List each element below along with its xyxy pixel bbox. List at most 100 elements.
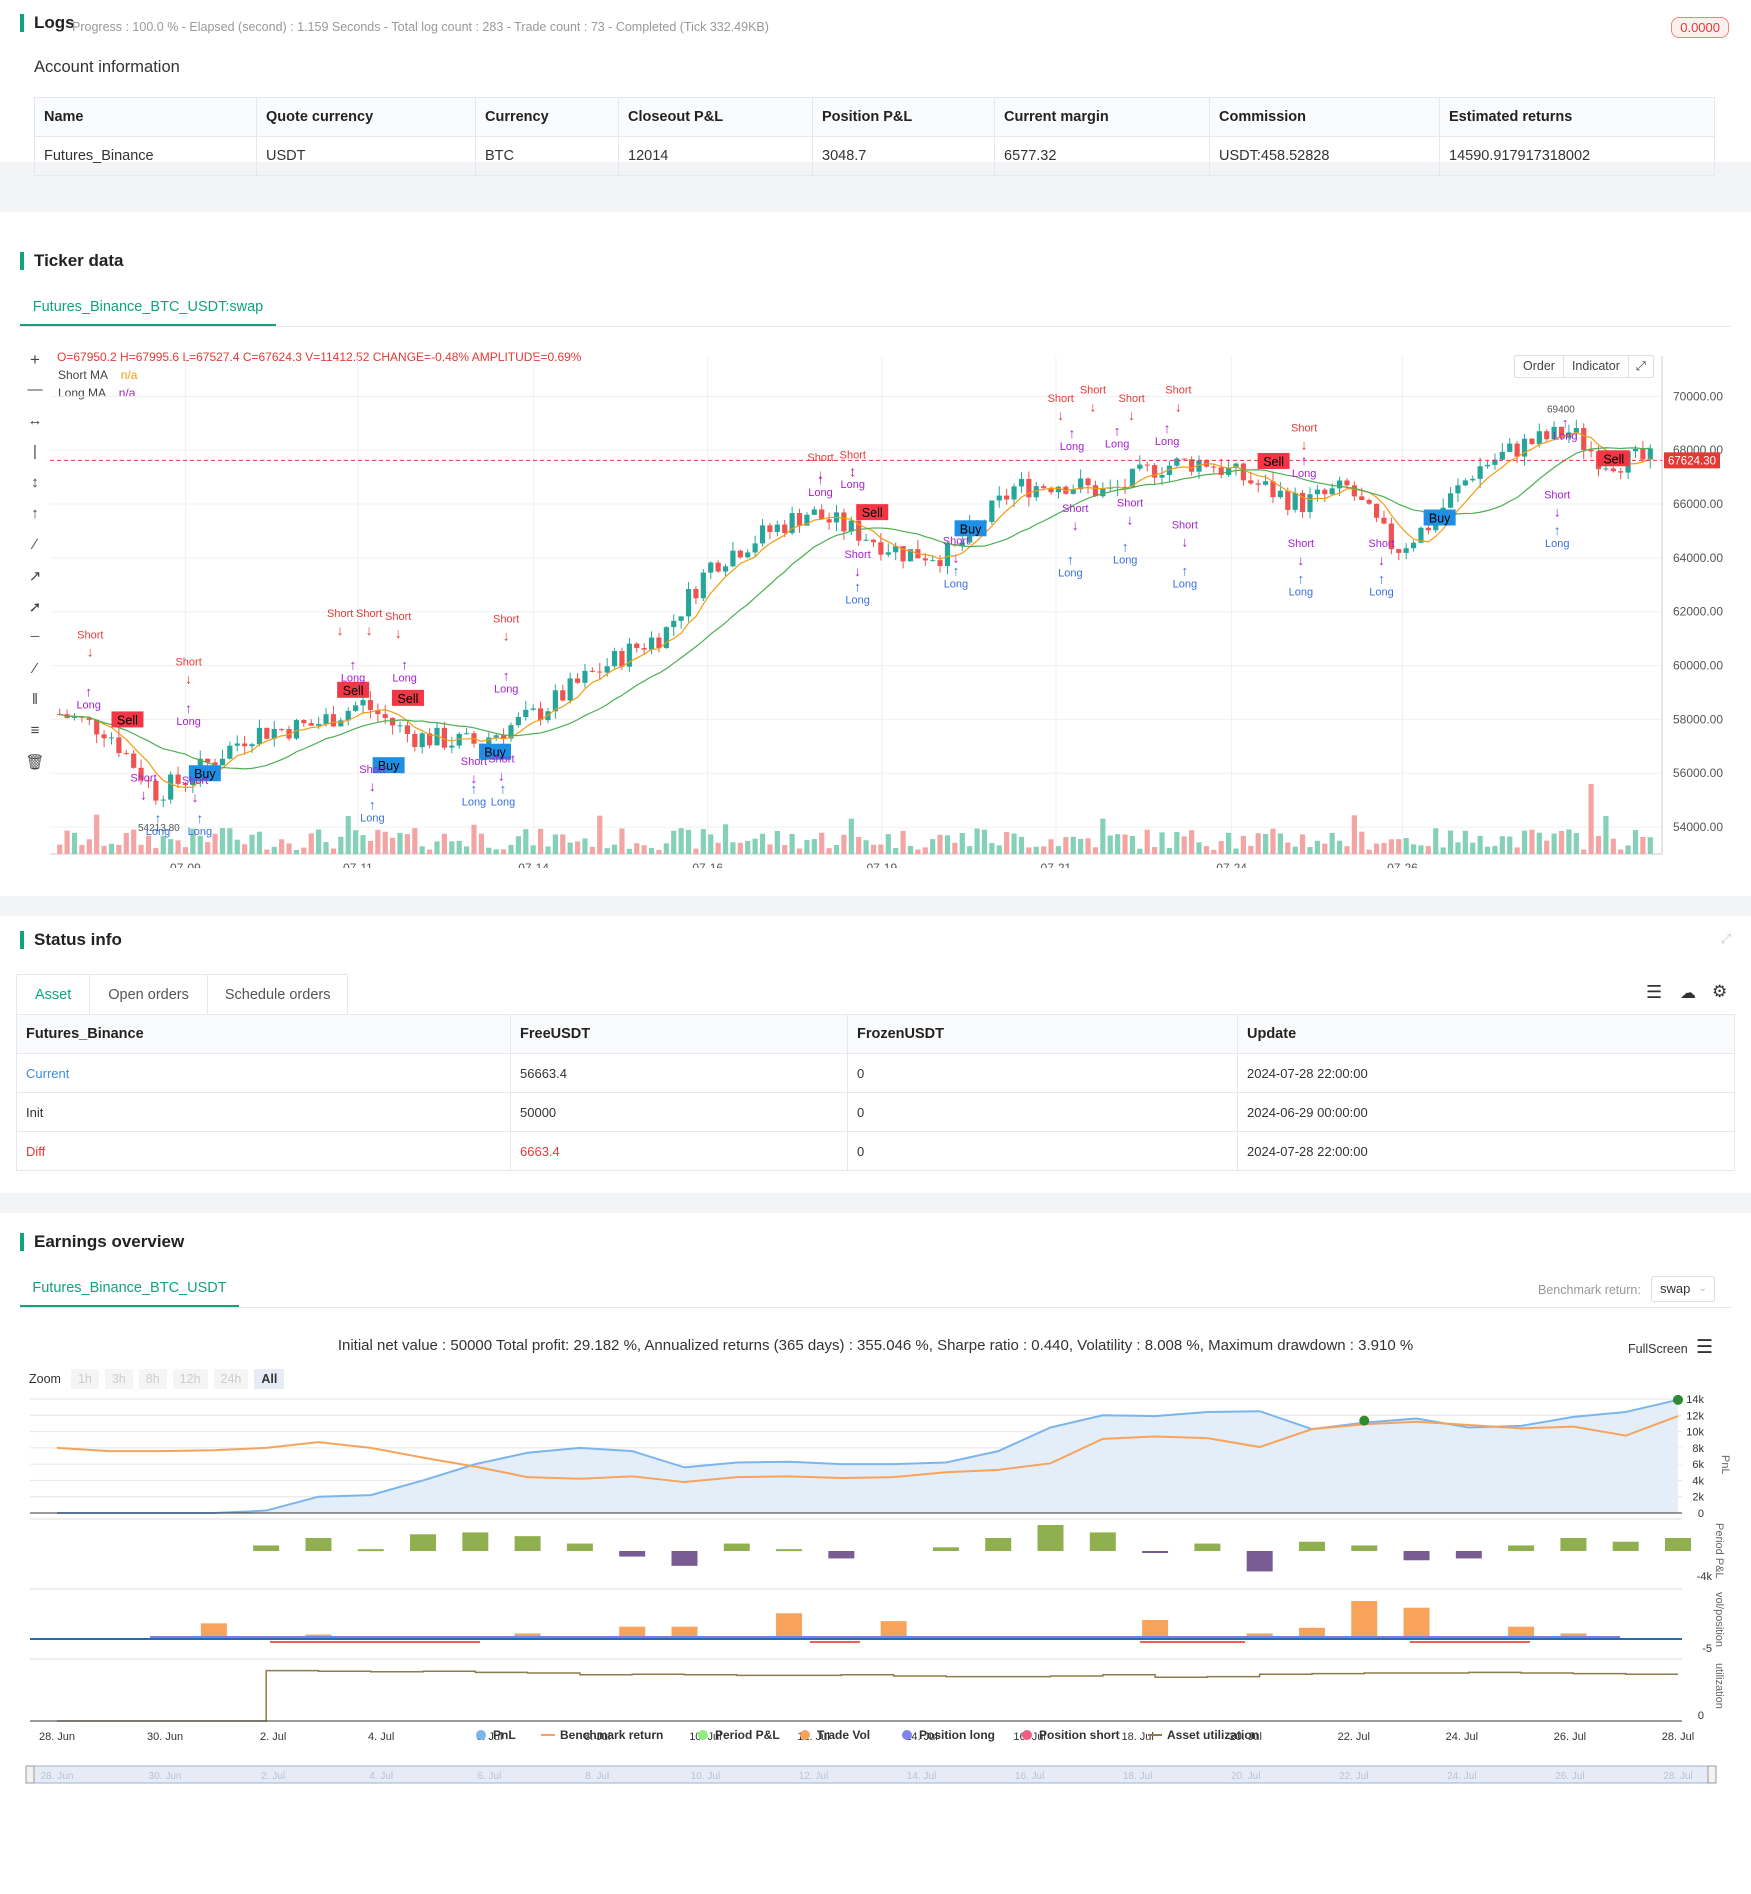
legend-swatch: [698, 1730, 708, 1740]
candle-body: [819, 509, 825, 520]
candle-body: [848, 520, 854, 532]
zoom-all[interactable]: All: [254, 1369, 285, 1389]
candle-body: [1359, 496, 1365, 500]
vertical-segment-icon[interactable]: ↕: [31, 474, 39, 491]
segment-icon[interactable]: ➚: [28, 599, 42, 616]
volume-bar: [338, 836, 344, 854]
volume-bar: [190, 828, 196, 854]
short-ma-line: [59, 431, 1651, 789]
vertical-ray-icon[interactable]: ↑: [31, 505, 39, 522]
trash-icon[interactable]: 🗑: [25, 754, 45, 771]
candle-body: [1085, 478, 1091, 486]
zoom-1h[interactable]: 1h: [70, 1369, 99, 1389]
fullscreen-button[interactable]: FullScreen: [1628, 1342, 1688, 1356]
short-order-label: Short: [359, 764, 385, 776]
volume-bar: [922, 847, 928, 854]
tab-open-orders[interactable]: Open orders: [90, 975, 208, 1014]
account-header: Quote currency: [256, 97, 476, 137]
volume-bar: [870, 844, 877, 854]
max-marker: [1673, 1394, 1683, 1405]
candle-body: [367, 700, 374, 711]
trade-vol-bar: [1403, 1607, 1430, 1639]
volume-bar: [523, 829, 529, 854]
x-tick-label: 22. Jul: [1338, 1731, 1370, 1743]
candle-body: [1425, 527, 1431, 531]
logs-panel: Logs Progress : 100.0 % - Elapsed (secon…: [0, 0, 1751, 176]
short-order-label: Short: [130, 772, 156, 784]
candle-body: [989, 500, 995, 522]
short-order-label: Short: [840, 449, 866, 461]
long-order-label: Long: [841, 479, 865, 491]
parallel-channel-icon[interactable]: ⁄: [33, 660, 37, 677]
volume-bar: [789, 833, 795, 854]
expand-icon[interactable]: ⤢: [1635, 359, 1646, 373]
volume-bar: [330, 848, 337, 854]
table-row: Diff 6663.4 0 2024-07-28 22:00:00: [16, 1131, 1735, 1171]
price-line-icon[interactable]: ─: [30, 629, 40, 643]
horizontal-ray-icon[interactable]: ↔: [27, 412, 43, 429]
legend-short-ma-name: Short MA: [58, 368, 108, 382]
order-button[interactable]: Order: [1515, 356, 1564, 377]
period-gain-bar: [1194, 1543, 1221, 1551]
vertical-line-icon[interactable]: |: [33, 443, 37, 460]
legend-short-ma-value: n/a: [120, 368, 138, 382]
candle-body: [205, 758, 211, 763]
horizontal-line-icon[interactable]: —: [27, 381, 43, 398]
zoom-8h[interactable]: 8h: [138, 1369, 167, 1389]
ray-line-icon[interactable]: ↗: [28, 568, 42, 585]
arrow-up-icon: ↑: [499, 781, 506, 797]
settings-icon[interactable]: ⚙: [1712, 982, 1728, 1001]
y-tick-label: 64000.00: [1673, 551, 1723, 565]
benchmark-select[interactable]: swap ⌄: [1651, 1276, 1715, 1302]
short-order-label: Short: [1172, 519, 1198, 531]
volume-bar: [197, 835, 203, 854]
tab-asset[interactable]: Asset: [17, 975, 91, 1014]
volume-bar: [826, 848, 832, 854]
arrow-down-icon: ↓: [849, 463, 856, 479]
short-order-label: Short: [807, 452, 833, 464]
layers-icon[interactable]: ≡: [30, 722, 40, 739]
volume-bar: [1551, 833, 1557, 854]
earnings-tab[interactable]: Futures_Binance_BTC_USDT: [20, 1269, 239, 1307]
volume-bar: [1314, 840, 1320, 854]
list-icon[interactable]: ☰: [1646, 982, 1663, 1002]
tab-schedule-orders[interactable]: Schedule orders: [224, 987, 331, 1003]
status-collapse-icon[interactable]: ⤢: [1720, 931, 1731, 946]
period-gain-bar: [985, 1538, 1012, 1551]
account-cell: Futures_Binance: [34, 136, 257, 176]
arrow-up-icon: ↑: [1562, 414, 1569, 430]
candle-body: [582, 670, 588, 683]
buy-signal-tag: [479, 743, 512, 760]
zoom-12h[interactable]: 12h: [172, 1369, 208, 1389]
period-y-tick: -4k: [1697, 1571, 1713, 1583]
candle-body: [996, 495, 1002, 501]
candle-body: [774, 524, 780, 532]
volume-bar: [205, 842, 211, 854]
ticker-tab[interactable]: Futures_Binance_BTC_USDT:swap: [20, 288, 276, 326]
x-tick-label: 28. Jun: [39, 1731, 75, 1743]
volume-bar: [1122, 834, 1128, 854]
volume-bar: [996, 845, 1002, 854]
candle-body: [552, 690, 558, 712]
fib-icon[interactable]: ‖: [31, 691, 39, 708]
crosshair-icon[interactable]: +: [30, 350, 40, 369]
cloud-download-icon[interactable]: ☁: [1680, 985, 1696, 1002]
indicator-button[interactable]: Indicator: [1564, 356, 1629, 377]
asset-row-label[interactable]: Current: [16, 1053, 511, 1093]
arrow-down-icon: ↓: [1297, 552, 1304, 568]
candle-body: [619, 651, 625, 667]
volume-bar: [1521, 830, 1528, 854]
candle-body: [404, 725, 411, 735]
zoom-24h[interactable]: 24h: [213, 1369, 249, 1389]
arrow-down-icon: ↓: [1089, 399, 1096, 415]
candle-body: [656, 637, 662, 649]
ticker-title: Ticker data: [20, 252, 123, 270]
zoom-3h[interactable]: 3h: [104, 1369, 133, 1389]
volume-bar: [279, 839, 285, 854]
menu-icon[interactable]: ☰: [1696, 1337, 1714, 1358]
volume-bar: [1529, 829, 1535, 854]
trend-line-icon[interactable]: ∕: [33, 536, 37, 553]
candle-body: [441, 727, 447, 748]
account-cell: 14590.917917318002: [1439, 136, 1715, 176]
short-order-label: Short: [1119, 393, 1145, 405]
